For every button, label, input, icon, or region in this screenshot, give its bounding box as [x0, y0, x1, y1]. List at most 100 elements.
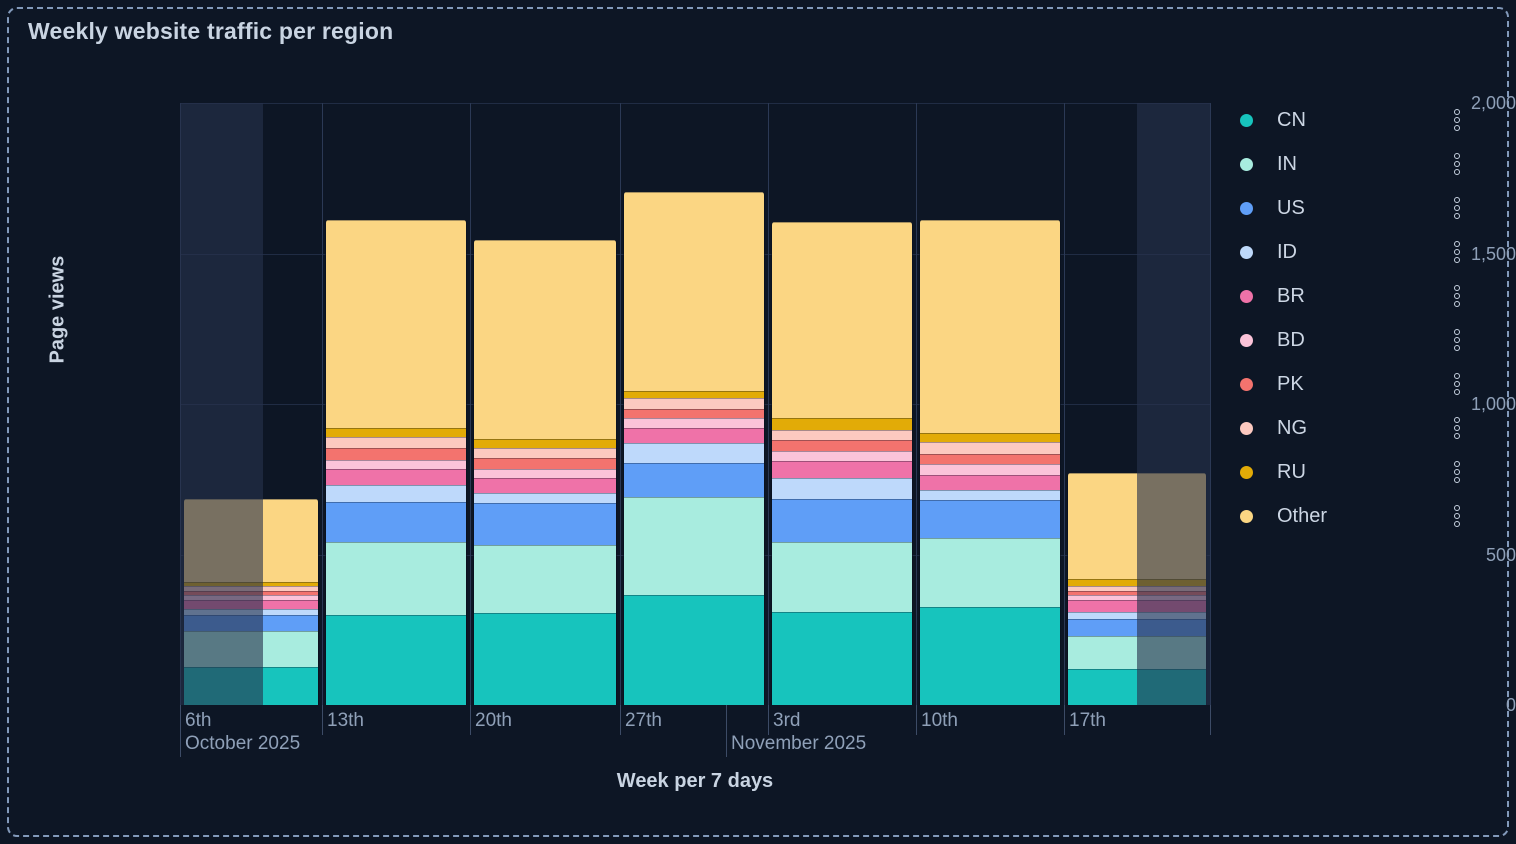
legend-menu-icon[interactable]	[1450, 412, 1464, 445]
legend-label-br: BR	[1277, 284, 1305, 307]
bar-oct-27[interactable]	[623, 191, 765, 705]
bar-segment-oct-13-id[interactable]	[326, 485, 466, 502]
bar-segment-nov-3-in[interactable]	[772, 542, 912, 612]
legend-swatch-cn	[1240, 113, 1253, 127]
bar-segment-oct-27-in[interactable]	[624, 497, 764, 596]
legend-menu-icon[interactable]	[1450, 148, 1464, 181]
y-tick-0: 0	[1505, 695, 1516, 715]
legend-menu-icon[interactable]	[1450, 104, 1464, 137]
bar-segment-oct-13-cn[interactable]	[326, 614, 466, 705]
bar-segment-nov-10-in[interactable]	[920, 537, 1060, 608]
legend-item-ru[interactable]: RU	[1240, 450, 1472, 494]
bar-segment-nov-3-cn[interactable]	[772, 611, 912, 705]
y-tick-2000: 2,000	[1470, 93, 1516, 113]
bar-segment-oct-13-in[interactable]	[326, 542, 466, 615]
bar-segment-nov-3-other[interactable]	[772, 221, 912, 418]
x-tick-13th: 13th	[327, 710, 364, 731]
bar-segment-nov-10-cn[interactable]	[920, 607, 1060, 705]
legend-label-ru: RU	[1277, 460, 1306, 483]
legend-swatch-br	[1240, 289, 1253, 303]
bar-segment-oct-27-other[interactable]	[624, 191, 764, 391]
bar-segment-nov-3-id[interactable]	[772, 477, 912, 499]
legend-swatch-ng	[1240, 421, 1253, 435]
bar-segment-oct-27-br[interactable]	[624, 428, 764, 444]
bar-segment-oct-20-id[interactable]	[474, 492, 616, 504]
bar-oct-13[interactable]	[325, 220, 467, 705]
bar-segment-nov-3-bd[interactable]	[772, 450, 912, 462]
bar-segment-oct-27-ng[interactable]	[624, 398, 764, 409]
bar-segment-oct-20-pk[interactable]	[474, 458, 616, 469]
x-axis-tick-5	[916, 705, 917, 735]
band-separator-2	[470, 103, 471, 705]
legend-item-in[interactable]: IN	[1240, 142, 1472, 186]
bar-segment-nov-10-pk[interactable]	[920, 453, 1060, 465]
month-label-november: November 2025	[731, 733, 867, 754]
legend-item-cn[interactable]: CN	[1240, 98, 1472, 142]
legend-menu-icon[interactable]	[1450, 500, 1464, 533]
bar-segment-nov-3-us[interactable]	[772, 498, 912, 543]
bar-segment-oct-20-other[interactable]	[474, 240, 616, 439]
legend-item-bd[interactable]: BD	[1240, 318, 1472, 362]
legend-menu-icon[interactable]	[1450, 192, 1464, 225]
band-separator-5	[916, 103, 917, 705]
bar-segment-nov-3-br[interactable]	[772, 461, 912, 478]
legend-item-other[interactable]: Other	[1240, 494, 1472, 538]
month-tick-0	[180, 705, 181, 757]
bar-segment-oct-20-us[interactable]	[474, 503, 616, 546]
bar-segment-nov-10-bd[interactable]	[920, 464, 1060, 475]
legend-menu-icon[interactable]	[1450, 280, 1464, 313]
x-tick-17th: 17th	[1069, 710, 1106, 731]
x-tick-20th: 20th	[475, 710, 512, 731]
legend-swatch-in	[1240, 157, 1253, 171]
legend-item-pk[interactable]: PK	[1240, 362, 1472, 406]
bar-segment-oct-20-ng[interactable]	[474, 447, 616, 459]
bar-segment-nov-10-other[interactable]	[920, 220, 1060, 433]
legend-menu-icon[interactable]	[1450, 236, 1464, 269]
bar-nov-3[interactable]	[771, 221, 913, 705]
x-axis-tick-1	[322, 705, 323, 735]
bar-segment-oct-27-us[interactable]	[624, 462, 764, 498]
bar-segment-oct-20-br[interactable]	[474, 477, 616, 493]
legend-item-ng[interactable]: NG	[1240, 406, 1472, 450]
bar-segment-nov-3-pk[interactable]	[772, 440, 912, 451]
legend-menu-icon[interactable]	[1450, 368, 1464, 401]
bar-segment-oct-27-ru[interactable]	[624, 390, 764, 399]
bar-segment-nov-10-id[interactable]	[920, 489, 1060, 501]
bar-segment-oct-13-ng[interactable]	[326, 437, 466, 448]
bar-oct-20[interactable]	[473, 239, 617, 705]
band-separator-6	[1064, 103, 1065, 705]
bar-segment-oct-27-pk[interactable]	[624, 408, 764, 418]
x-tick-10th: 10th	[921, 710, 958, 731]
bar-segment-oct-13-bd[interactable]	[326, 459, 466, 469]
bar-segment-oct-20-ru[interactable]	[474, 438, 616, 448]
legend-menu-icon[interactable]	[1450, 456, 1464, 489]
bar-segment-oct-27-cn[interactable]	[624, 595, 764, 705]
bar-segment-nov-10-us[interactable]	[920, 500, 1060, 538]
bar-segment-nov-10-br[interactable]	[920, 474, 1060, 490]
y-tick-1000: 1,000	[1470, 394, 1516, 414]
legend-menu-icon[interactable]	[1450, 324, 1464, 357]
bar-segment-nov-10-ng[interactable]	[920, 441, 1060, 454]
legend-swatch-id	[1240, 245, 1253, 259]
bar-segment-oct-20-bd[interactable]	[474, 468, 616, 478]
bar-segment-oct-13-other[interactable]	[326, 220, 466, 429]
legend-label-other: Other	[1277, 504, 1328, 527]
bar-segment-oct-27-bd[interactable]	[624, 417, 764, 429]
bar-segment-oct-20-in[interactable]	[474, 545, 616, 614]
legend-item-us[interactable]: US	[1240, 186, 1472, 230]
bar-segment-oct-13-br[interactable]	[326, 468, 466, 486]
bar-segment-nov-10-ru[interactable]	[920, 432, 1060, 442]
bar-segment-oct-20-cn[interactable]	[474, 613, 616, 705]
bar-segment-nov-3-ru[interactable]	[772, 417, 912, 430]
bar-segment-oct-13-ru[interactable]	[326, 428, 466, 438]
bar-segment-nov-3-ng[interactable]	[772, 429, 912, 441]
legend-item-id[interactable]: ID	[1240, 230, 1472, 274]
legend-swatch-ru	[1240, 465, 1253, 479]
bar-nov-10[interactable]	[919, 220, 1061, 705]
band-separator-4	[768, 103, 769, 705]
bar-segment-oct-13-us[interactable]	[326, 501, 466, 543]
legend-item-br[interactable]: BR	[1240, 274, 1472, 318]
bar-segment-oct-13-pk[interactable]	[326, 447, 466, 460]
bar-segment-oct-27-id[interactable]	[624, 443, 764, 463]
